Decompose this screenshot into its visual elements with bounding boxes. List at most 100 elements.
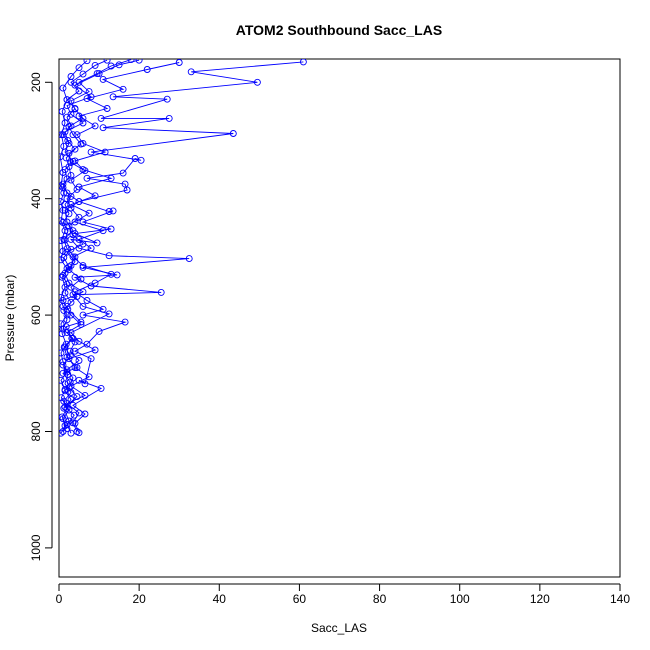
data-point xyxy=(67,311,75,319)
data-point xyxy=(59,429,65,437)
data-point xyxy=(61,227,69,235)
data-point xyxy=(75,376,83,384)
data-point xyxy=(121,318,129,326)
data-point xyxy=(99,305,107,313)
data-point xyxy=(73,364,81,371)
data-point xyxy=(163,95,171,103)
data-point xyxy=(81,167,89,175)
data-point xyxy=(64,227,72,235)
y-tick-label: 200 xyxy=(29,72,43,92)
data-point xyxy=(59,394,65,402)
y-axis: 200 400 600 800 1000 xyxy=(29,72,53,561)
series-line xyxy=(62,59,108,429)
data-point xyxy=(69,374,77,382)
data-point xyxy=(67,298,75,306)
series-line xyxy=(64,59,132,434)
data-point xyxy=(63,425,71,433)
data-point xyxy=(105,310,113,318)
data-point xyxy=(91,279,99,287)
data-point xyxy=(61,289,69,297)
data-point xyxy=(157,288,165,296)
y-tick-label: 1000 xyxy=(29,534,43,561)
data-point xyxy=(63,96,71,104)
data-point xyxy=(99,75,107,83)
data-point xyxy=(91,346,99,354)
data-point xyxy=(79,262,87,270)
data-point xyxy=(93,70,101,78)
plot-frame xyxy=(58,58,621,578)
series-line xyxy=(66,61,304,432)
data-point xyxy=(87,355,95,363)
data-point xyxy=(97,384,105,392)
data-point xyxy=(107,62,115,70)
data-point xyxy=(185,255,193,263)
series-4 xyxy=(67,59,183,437)
y-tick-label: 600 xyxy=(29,305,43,325)
data-point xyxy=(65,222,73,230)
data-point xyxy=(59,272,67,279)
data-point xyxy=(123,186,131,194)
data-point xyxy=(77,320,85,328)
data-point xyxy=(175,59,183,66)
x-tick-label: 60 xyxy=(293,592,307,606)
data-point xyxy=(67,78,75,86)
data-point xyxy=(69,253,77,261)
data-point xyxy=(73,293,81,300)
data-point xyxy=(60,306,68,314)
data-point xyxy=(83,340,91,348)
series-2 xyxy=(63,59,307,435)
data-point xyxy=(59,107,66,115)
data-point xyxy=(75,112,83,120)
data-point xyxy=(83,297,91,304)
data-point xyxy=(75,244,83,252)
data-point xyxy=(119,85,127,93)
data-point xyxy=(67,389,75,396)
data-point xyxy=(61,380,69,388)
data-point xyxy=(71,258,79,265)
data-point xyxy=(75,235,83,243)
x-tick-label: 80 xyxy=(373,592,387,606)
data-point xyxy=(127,59,135,64)
data-point xyxy=(67,245,75,253)
data-point xyxy=(69,231,77,239)
data-point xyxy=(75,64,83,72)
series-layer xyxy=(59,59,307,437)
data-point xyxy=(71,218,79,226)
data-point xyxy=(59,237,65,245)
data-point xyxy=(83,95,91,103)
data-point xyxy=(73,185,81,193)
data-point xyxy=(91,61,99,69)
data-point xyxy=(61,343,69,351)
series-6 xyxy=(59,59,111,433)
data-point xyxy=(107,225,115,233)
data-point xyxy=(79,263,87,271)
data-point xyxy=(59,294,65,302)
data-point xyxy=(59,153,64,161)
data-point xyxy=(79,114,87,122)
data-point xyxy=(65,406,73,414)
data-point xyxy=(135,59,143,64)
data-point xyxy=(79,70,87,78)
data-point xyxy=(85,209,93,217)
series-1 xyxy=(59,59,143,435)
data-point xyxy=(71,253,79,261)
data-point xyxy=(91,122,99,130)
data-point xyxy=(59,415,67,423)
data-point xyxy=(63,113,71,121)
data-point xyxy=(99,124,107,132)
data-point xyxy=(71,347,79,355)
data-point xyxy=(77,275,85,283)
data-point xyxy=(65,263,73,271)
data-point xyxy=(71,288,79,296)
data-point xyxy=(121,180,129,188)
chart-title: ATOM2 Southbound Sacc_LAS xyxy=(236,22,442,38)
data-point xyxy=(66,352,74,360)
data-point xyxy=(79,240,87,248)
data-point xyxy=(95,327,103,335)
data-point xyxy=(105,252,113,260)
data-point xyxy=(59,131,67,139)
data-point xyxy=(65,384,73,392)
series-line xyxy=(62,59,140,432)
data-point xyxy=(61,236,69,244)
data-point xyxy=(61,166,69,174)
